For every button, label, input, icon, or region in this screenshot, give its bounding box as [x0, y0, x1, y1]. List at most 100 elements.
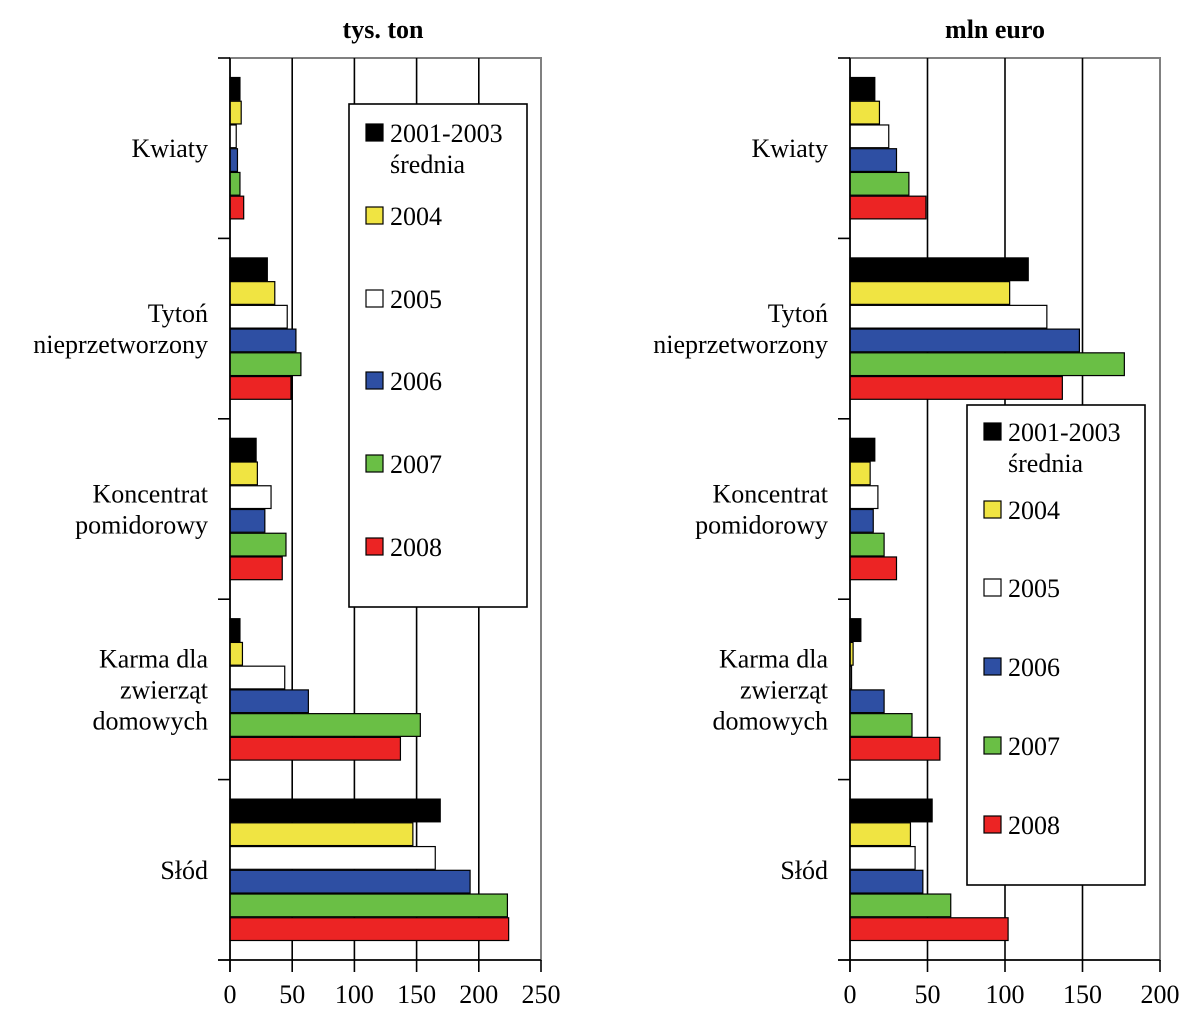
legend-swatch — [365, 371, 384, 390]
bar — [229, 556, 283, 581]
bar — [229, 124, 237, 149]
legend-swatch — [365, 454, 384, 473]
legend-swatch — [983, 578, 1002, 597]
bar — [229, 257, 268, 282]
legend-swatch — [983, 422, 1002, 441]
bar — [849, 352, 1125, 377]
bar — [229, 618, 241, 643]
bar — [229, 822, 414, 847]
legend-label: 2008 — [390, 533, 442, 562]
bar — [849, 798, 933, 823]
legend-swatch — [983, 657, 1002, 676]
bar — [229, 532, 287, 557]
bar — [229, 328, 297, 353]
bar — [229, 689, 309, 714]
legend-swatch — [983, 736, 1002, 755]
bar — [229, 352, 302, 377]
x-tick-label: 0 — [844, 980, 857, 1009]
legend-label: 2004 — [390, 202, 442, 231]
bar — [229, 148, 239, 173]
category-label: zwierząt — [120, 675, 209, 704]
legend-swatch — [365, 206, 384, 225]
category-label: pomidorowy — [75, 511, 208, 540]
bar — [229, 76, 241, 101]
category-label: Karma dla — [99, 644, 208, 673]
bar — [849, 437, 876, 462]
category-label: Kwiaty — [751, 134, 828, 163]
x-tick-label: 150 — [397, 980, 436, 1009]
legend-swatch — [983, 500, 1002, 519]
legend-box — [348, 103, 528, 608]
category-label: pomidorowy — [695, 511, 828, 540]
bar — [849, 822, 912, 847]
chart-title: tys. ton — [343, 15, 424, 44]
bar — [849, 893, 952, 918]
bar — [229, 869, 471, 894]
category-label: Karma dla — [719, 644, 828, 673]
legend-swatch — [365, 537, 384, 556]
legend-label: 2006 — [1008, 653, 1060, 682]
bar — [229, 845, 436, 870]
bar — [849, 713, 913, 737]
bar — [229, 171, 241, 196]
bar — [849, 485, 879, 510]
bar — [849, 257, 1029, 282]
category-label: Tytoń — [148, 299, 208, 328]
x-tick-label: 150 — [1063, 980, 1102, 1009]
legend-box — [966, 404, 1146, 886]
legend-label: średnia — [1008, 449, 1084, 478]
category-label: Kwiaty — [131, 134, 208, 163]
category-label: Słód — [780, 856, 828, 885]
legend-label: 2001-2003 — [390, 119, 503, 148]
bar — [849, 869, 924, 894]
legend-label: 2005 — [390, 285, 442, 314]
bar — [849, 124, 890, 149]
bar — [229, 736, 402, 761]
legend-label: 2004 — [1008, 496, 1060, 525]
bar — [849, 736, 941, 761]
bar — [229, 665, 286, 690]
bar — [849, 304, 1048, 329]
x-tick-label: 100 — [986, 980, 1025, 1009]
legend-label: 2008 — [1008, 811, 1060, 840]
bar — [849, 375, 1063, 400]
bar — [849, 281, 1011, 305]
legend-label: 2005 — [1008, 574, 1060, 603]
x-tick-label: 200 — [459, 980, 498, 1009]
legend-swatch — [365, 289, 384, 308]
bar — [229, 508, 266, 533]
category-label: domowych — [92, 706, 208, 735]
legend-swatch — [983, 815, 1002, 834]
category-label: nieprzetworzony — [33, 330, 208, 359]
bar — [849, 508, 874, 533]
bar — [849, 556, 898, 581]
bar — [849, 328, 1080, 353]
category-label: Koncentrat — [92, 480, 208, 509]
category-label: Koncentrat — [712, 480, 828, 509]
category-label: domowych — [712, 706, 828, 735]
bar — [849, 195, 927, 220]
x-tick-label: 200 — [1141, 980, 1180, 1009]
bar — [229, 304, 288, 329]
bar — [849, 148, 898, 173]
bar — [229, 281, 276, 305]
bar — [849, 532, 885, 557]
bar — [229, 485, 272, 510]
legend-label: 2007 — [390, 450, 442, 479]
x-tick-label: 0 — [224, 980, 237, 1009]
bar — [229, 893, 509, 918]
bar — [849, 618, 862, 643]
bar — [229, 195, 245, 220]
bar — [849, 917, 1009, 942]
category-label: Tytoń — [768, 299, 828, 328]
bar — [229, 100, 242, 125]
legend-swatch — [365, 123, 384, 142]
x-tick-label: 50 — [915, 980, 941, 1009]
bar — [229, 713, 421, 737]
legend-label: 2006 — [390, 367, 442, 396]
bar — [229, 375, 292, 400]
